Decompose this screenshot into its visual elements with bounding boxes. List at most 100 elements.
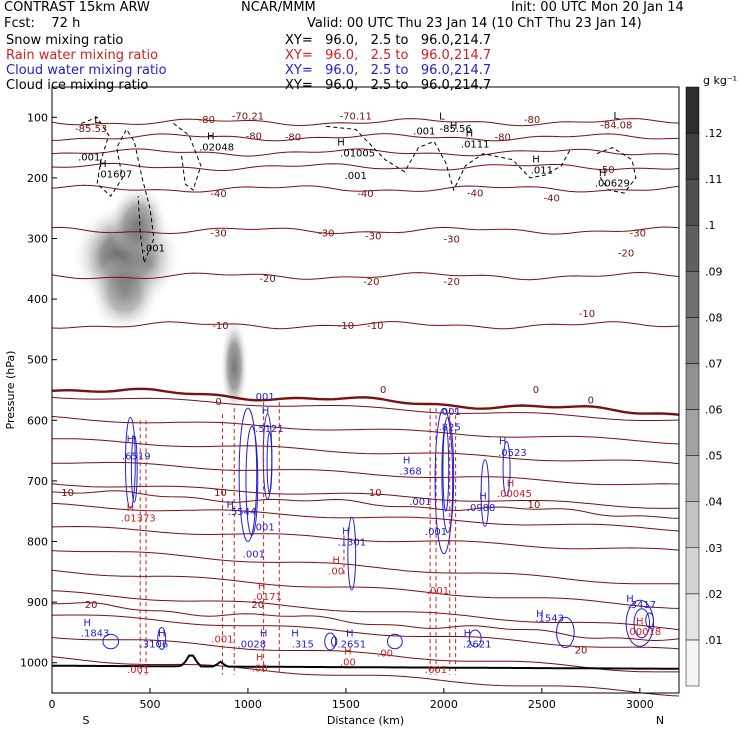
field-marker-cloud: .001 [243,550,265,561]
cloud-water-contour-13 [157,627,167,650]
field-marker-snow: H [337,138,345,149]
colorbar-tick-label: .12 [705,127,723,140]
terrain-profile [52,654,680,670]
colorbar-tick-label: .04 [705,496,723,509]
isotherm-label: -70.21 [232,111,264,122]
isotherm-minor [51,590,680,631]
isotherm--50 [51,162,680,172]
cloud-water-contour-11 [502,440,511,497]
isotherm-label: -30 [365,231,381,242]
cloud-water-contour-9 [442,425,450,512]
temperature-contours [51,118,680,697]
field-marker-cloud: H [536,609,544,620]
field-marker-cloud: H [346,628,354,639]
isotherm--20 [51,271,680,281]
field-xy-rain: XY= 96.0, 2.5 to 96.0,214.7 [285,48,492,63]
field-marker-cloud: .001 [252,522,274,533]
colorbar-swatch [685,409,700,456]
cloud-water-contour-6 [347,516,357,591]
field-marker-rain: .001 [425,665,447,676]
isotherm-label: -40 [543,193,559,204]
y-axis-title: Pressure (hPa) [4,351,17,430]
field-name-cloud-ice: Cloud ice mixing ratio [6,78,149,93]
cloud-water-contour-8 [441,416,455,533]
isotherm-label: -80 [524,115,540,126]
isotherm-label: 0 [215,397,221,408]
cloud-water-contour-0 [124,416,136,509]
field-marker-cloud: .2621 [463,639,492,650]
field-marker-cloud: .001 [425,527,447,538]
field-marker-cloud: .825 [439,422,461,433]
colorbar-tick-label: .11 [705,173,723,186]
field-marker-cloud: H [479,491,487,502]
snow-contour-2 [326,125,572,192]
cloud-water-contour-15 [330,636,338,647]
colorbar-tick-label: .01 [705,634,723,647]
isotherm-minor [51,415,680,445]
field-marker-cloud: H [262,406,270,417]
isotherm-label: 20 [575,645,588,656]
colorbar-tick-label: .06 [705,404,723,417]
field-marker-rain: H [127,503,135,514]
field-marker-cloud: .1543 [535,613,564,624]
snow-shade-3 [89,253,160,334]
x-tick-label: 3000 [626,698,654,711]
isotherm-20 [51,602,680,642]
x-end-label-north: N [656,714,664,727]
header-forecast-hour: Fcst: 72 h [4,16,81,31]
field-marker-cloud: .0028 [238,639,267,650]
isotherm-minor [51,637,679,673]
colorbar-tick-label: .05 [705,450,723,463]
cloud-water-contour-18 [556,616,575,649]
field-marker-cloud: .368 [399,467,421,478]
isotherm-minor [51,483,680,509]
isotherm-label: -20 [618,248,634,259]
colorbar-swatch [685,271,700,318]
colorbar-swatch [685,363,700,410]
cloud-water-contour-14 [324,632,337,651]
isotherm-label: -10 [579,309,595,320]
colorbar-swatch [685,639,700,687]
x-tick-label: 500 [139,698,160,711]
isotherm-label: -85.53 [75,124,107,135]
isotherm-0 [51,387,680,416]
colorbar-tick-label: .03 [705,542,723,555]
x-tick-label: 2500 [528,698,556,711]
field-marker-cloud: H [464,628,472,639]
isotherm-minor [51,525,680,551]
isotherm-label: -10 [367,321,383,332]
x-axis-title: Distance (km) [327,714,404,727]
snow-shade-1 [108,183,169,264]
isotherm-label: 20 [85,600,98,611]
isotherm-minor [52,461,680,486]
header-init-time: Init: 00 UTC Mon 20 Jan 14 [511,0,684,15]
isotherm-label: 10 [528,500,541,511]
y-tick-label: 100 [27,111,48,124]
isotherm-minor [51,550,680,585]
colorbar-units: g kg⁻¹ [703,74,737,87]
header-organization: NCAR/MMM [241,0,316,15]
x-tick-label: 1000 [234,698,262,711]
plot-frame [51,86,680,694]
contour-labels: -80 -70.21 -70.11 -80 -85.53 -80 -80 -80 -84.08 -… [61,111,661,676]
field-marker-snow: .0111 [461,139,490,150]
colorbar-tick-label: .1 [705,219,716,232]
colorbar-tick-label: .07 [705,357,723,370]
field-marker-rain: .001 [127,665,149,676]
isotherm-label: -20 [363,277,379,288]
colorbar-swatch [685,593,700,641]
field-xy-snow: XY= 96.0, 2.5 to 96.0,214.7 [285,33,492,48]
isotherm--70 [51,133,680,142]
field-marker-cloud: .1843 [81,628,110,639]
isotherm-label: -20 [444,277,460,288]
colorbar-swatch [685,547,700,595]
field-marker-cloud: .315 [292,639,314,650]
colorbar-tick-label: .09 [705,265,723,278]
colorbar: .01 .02 .03 .04 .05 .06 .07 .08 .09 .1 .11 .12 g kg⁻… [685,74,737,687]
field-marker-cloud: H [84,618,92,629]
field-marker-cloud: H [227,500,235,511]
field-marker-rain: .00045 [497,489,532,500]
y-tick-label: 400 [27,293,48,306]
field-marker-rain: .001 [427,586,449,597]
